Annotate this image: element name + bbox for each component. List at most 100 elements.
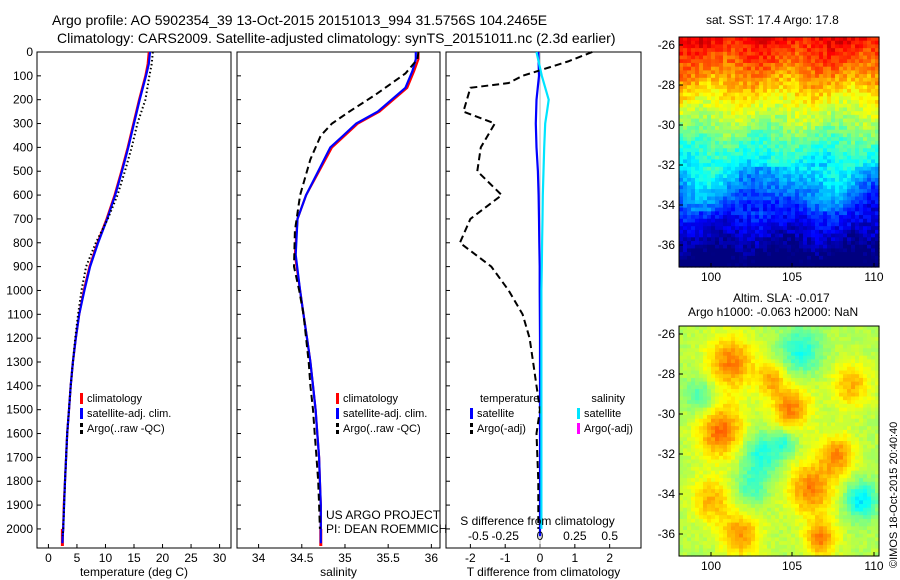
map-cell: [859, 55, 864, 60]
map-cell: [755, 88, 760, 94]
map-cell: [803, 348, 808, 353]
map-cell: [875, 374, 880, 379]
map-cell: [687, 389, 692, 394]
map-cell: [687, 233, 692, 238]
map-cell: [767, 170, 772, 175]
map-cell: [759, 152, 764, 157]
map-cell: [691, 140, 696, 146]
map-cell: [855, 155, 860, 161]
map-cell: [779, 326, 784, 331]
map-cell: [851, 400, 856, 405]
map-cell: [863, 181, 868, 186]
map-cell: [871, 129, 876, 135]
map-cell: [715, 48, 720, 53]
map-cell: [751, 411, 756, 416]
map-cell: [787, 159, 792, 164]
map-cell: [779, 140, 784, 146]
map-cell: [711, 226, 716, 231]
map-cell: [723, 429, 728, 435]
map-cell: [715, 77, 720, 83]
x-tick-label: 0: [537, 551, 544, 565]
map-cell: [819, 192, 824, 198]
map-cell: [867, 359, 872, 364]
map-cell: [815, 163, 820, 168]
map-cell: [695, 144, 700, 149]
map-cell: [819, 55, 824, 60]
map-cell: [811, 363, 816, 368]
map-cell: [815, 81, 820, 86]
map-cell: [715, 74, 720, 79]
map-cell: [787, 389, 792, 394]
map-cell: [763, 448, 768, 453]
map-cell: [851, 118, 856, 123]
map-cell: [727, 255, 732, 261]
map-cell: [831, 396, 836, 401]
map-cell: [679, 192, 684, 198]
map-cell: [827, 51, 832, 57]
map-cell: [811, 70, 816, 75]
map-cell: [723, 400, 728, 405]
map-cell: [807, 140, 812, 146]
map-cell: [811, 389, 816, 394]
map-cell: [771, 370, 776, 375]
map-cell: [783, 122, 788, 127]
map-cell: [743, 118, 748, 123]
map-cell: [799, 37, 804, 42]
map-cell: [799, 340, 804, 346]
map-cell: [827, 385, 832, 390]
map-cell: [867, 118, 872, 123]
map-cell: [835, 40, 840, 46]
map-cell: [763, 344, 768, 349]
map-cell: [783, 77, 788, 83]
map-cell: [847, 40, 852, 46]
map-cell: [787, 66, 792, 71]
map-cell: [727, 433, 732, 438]
map-cell: [683, 374, 688, 379]
map-cell: [727, 370, 732, 375]
map-cell: [687, 426, 692, 431]
map-cell: [751, 437, 756, 442]
map-y-tick-label: -28: [658, 78, 676, 92]
map-cell: [755, 407, 760, 412]
map-cell: [763, 226, 768, 231]
map-cell: [803, 155, 808, 161]
map-cell: [691, 437, 696, 442]
map-cell: [871, 203, 876, 209]
map-cell: [775, 185, 780, 190]
map-cell: [727, 166, 732, 172]
map-cell: [807, 66, 812, 71]
x-tick-label: 35.5: [376, 551, 400, 565]
map-cell: [863, 263, 868, 268]
map-cell: [843, 126, 848, 131]
map-cell: [763, 103, 768, 109]
map-cell: [699, 144, 704, 149]
map-cell: [839, 340, 844, 346]
map-cell: [695, 129, 700, 135]
map-cell: [771, 381, 776, 386]
map-cell: [799, 381, 804, 386]
map-cell: [731, 200, 736, 205]
map-cell: [835, 344, 840, 349]
map-cell: [779, 196, 784, 201]
map-cell: [795, 244, 800, 250]
map-cell: [711, 351, 716, 357]
map-cell: [755, 74, 760, 79]
map-cell: [763, 259, 768, 264]
map-cell: [739, 400, 744, 405]
map-cell: [851, 441, 856, 446]
map-cell: [875, 329, 880, 335]
map-cell: [679, 126, 684, 131]
map-cell: [839, 444, 844, 450]
map-cell: [735, 107, 740, 112]
map-cell: [743, 426, 748, 431]
map-cell: [683, 122, 688, 127]
map-cell: [871, 85, 876, 90]
map-cell: [711, 437, 716, 442]
map-cell: [779, 74, 784, 79]
map-cell: [715, 192, 720, 198]
map-cell: [759, 185, 764, 190]
map-cell: [863, 233, 868, 238]
map-cell: [827, 70, 832, 75]
map-cell: [807, 429, 812, 435]
map-cell: [815, 433, 820, 438]
